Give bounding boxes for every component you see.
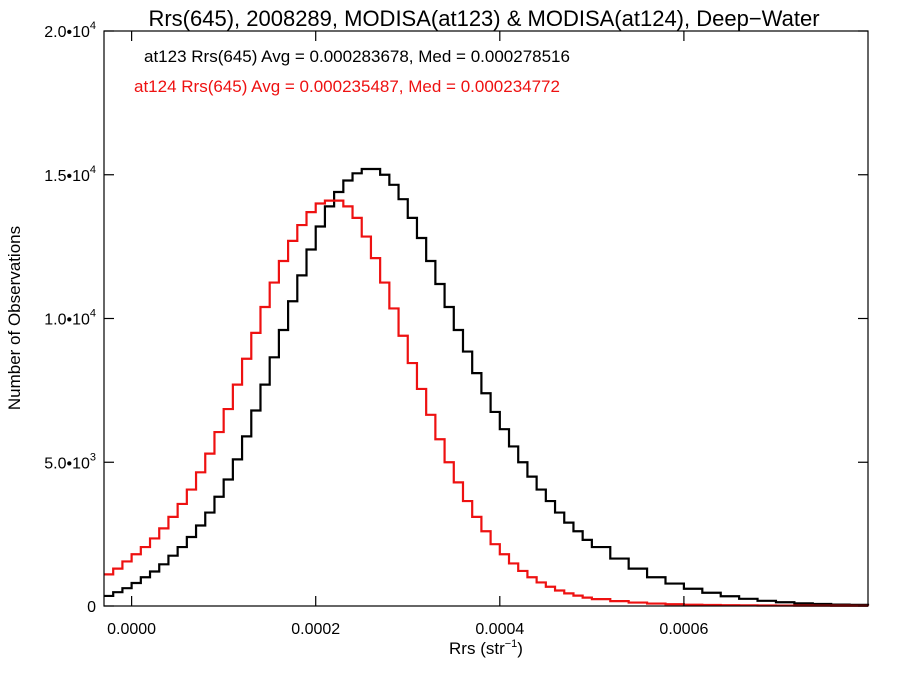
series-line-1: [104, 199, 870, 607]
x-tick-label: 0.0002: [291, 621, 340, 638]
y-tick-label: 5.0•103: [44, 451, 96, 472]
annotation-at123: at123 Rrs(645) Avg = 0.000283678, Med = …: [144, 47, 570, 66]
series-layer: [104, 167, 870, 607]
y-tick-label: 1.0•104: [44, 308, 96, 329]
x-tick-label: 0.0000: [107, 621, 156, 638]
ticks-layer: 0.0000 0.0002 0.0004 0.0006 0 5.0•103 1.0•104 1…: [44, 20, 868, 638]
x-tick-label: 0.0006: [659, 621, 708, 638]
y-tick-label: 2.0•104: [44, 20, 96, 41]
y-tick-label: 1.5•104: [44, 164, 96, 185]
annotation-at124: at124 Rrs(645) Avg = 0.000235487, Med = …: [134, 77, 560, 96]
plot-frame: [103, 30, 869, 607]
y-axis-label: Number of Observations: [5, 226, 24, 410]
x-axis-label: Rrs (str−1): [449, 638, 523, 658]
series-line-0: [104, 167, 870, 606]
chart-title: Rrs(645), 2008289, MODISA(at123) & MODIS…: [148, 6, 819, 31]
y-tick-label: 0: [87, 599, 96, 616]
x-tick-label: 0.0004: [475, 621, 524, 638]
